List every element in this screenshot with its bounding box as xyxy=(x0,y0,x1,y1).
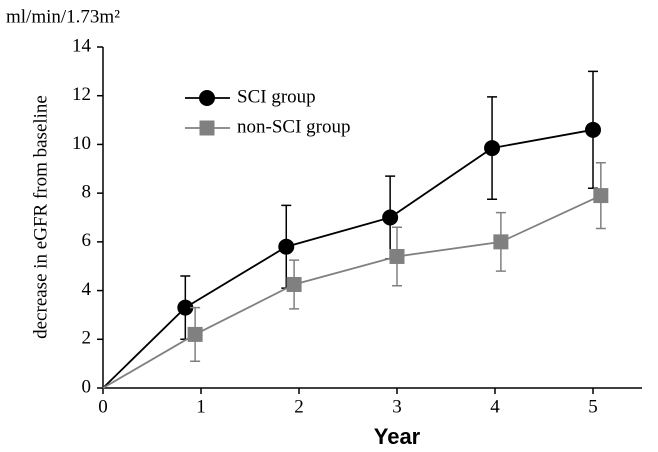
x-tick-label: 1 xyxy=(196,396,206,417)
data-point xyxy=(484,140,501,157)
y-tick-label: 10 xyxy=(72,133,91,154)
y-tick-label: 8 xyxy=(82,182,92,203)
data-point xyxy=(286,276,302,292)
x-axis-label: Year xyxy=(374,424,421,449)
y-tick-label: 14 xyxy=(72,35,92,56)
x-tick-label: 0 xyxy=(98,396,108,417)
x-tick-label: 3 xyxy=(392,396,402,417)
data-point xyxy=(187,326,203,342)
data-point xyxy=(585,121,601,138)
y-tick-label: 2 xyxy=(82,328,92,349)
series-line xyxy=(102,194,602,389)
y-unit: ml/min/1.73m² xyxy=(6,6,120,27)
series-line xyxy=(102,128,594,389)
legend-label: non-SCI group xyxy=(237,116,350,137)
x-tick-label: 2 xyxy=(294,396,304,417)
y-tick-label: 0 xyxy=(82,376,92,397)
data-point xyxy=(382,209,399,226)
data-point xyxy=(593,188,609,204)
x-tick-label: 4 xyxy=(490,396,500,417)
y-tick-label: 4 xyxy=(82,279,92,300)
data-point xyxy=(177,299,194,316)
y-axis-label: decrease in eGFR from baseline xyxy=(30,95,51,339)
data-point xyxy=(493,234,509,250)
legend-marker xyxy=(199,120,215,136)
y-tick-label: 12 xyxy=(72,84,91,105)
data-point xyxy=(389,248,405,264)
legend-marker xyxy=(199,90,215,106)
data-point xyxy=(278,238,295,255)
legend-label: SCI group xyxy=(237,86,316,107)
x-tick-label: 5 xyxy=(588,396,598,417)
y-tick-label: 6 xyxy=(82,230,92,251)
